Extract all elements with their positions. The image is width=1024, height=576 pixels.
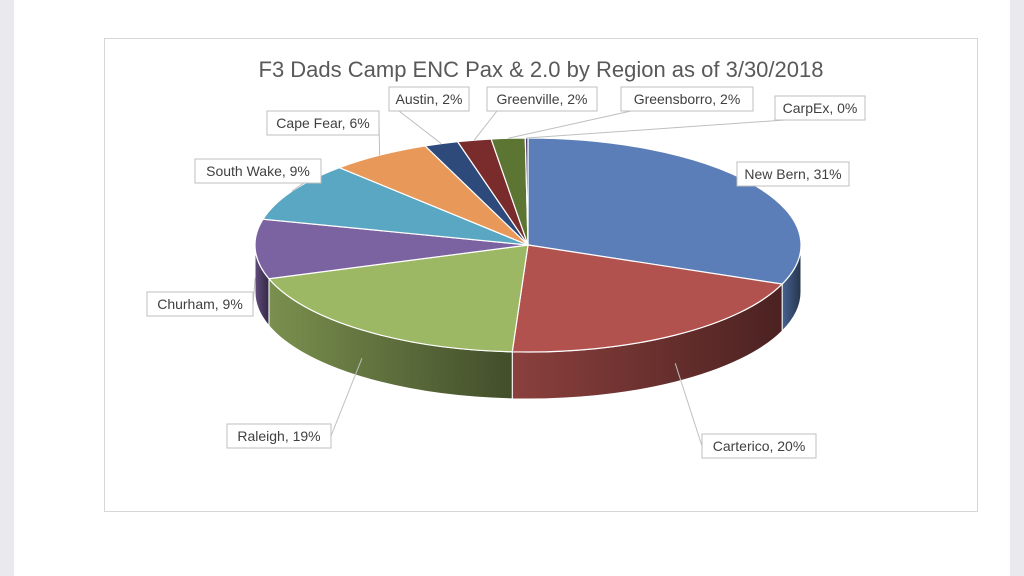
pie-slice-raleigh[interactable]	[267, 244, 529, 353]
data-label-raleigh: Raleigh, 19%	[237, 428, 320, 444]
leader-line-carterico	[674, 363, 703, 447]
leader-line-austin	[398, 110, 442, 144]
data-label-box-austin	[388, 86, 470, 112]
pie-chart: New Bern, 31% Carterico, 20% Raleigh, 19% C…	[146, 86, 866, 459]
document-page: F3 Dads Camp ENC Pax & 2.0 by Region as …	[14, 0, 1010, 576]
leader-line-greensborro	[508, 110, 632, 139]
leader-line-carpex	[526, 119, 786, 139]
data-label-carterico: Carterico, 20%	[713, 438, 806, 454]
data-label-south-wake: South Wake, 9%	[206, 163, 310, 179]
data-label-box-cape-fear	[266, 110, 380, 136]
data-label-carpex: CarpEx, 0%	[783, 100, 858, 116]
data-label-greenville: Greenville, 2%	[496, 91, 587, 107]
data-label-churham: Churham, 9%	[157, 296, 243, 312]
data-label-box-carterico	[701, 433, 817, 459]
leader-line-greenville	[473, 110, 498, 141]
data-label-box-new-bern	[736, 161, 850, 187]
data-label-box-raleigh	[226, 423, 332, 449]
data-label-box-greenville	[486, 86, 598, 112]
data-label-box-south-wake	[194, 158, 322, 184]
data-label-greensborro: Greensborro, 2%	[634, 91, 741, 107]
data-label-austin: Austin, 2%	[396, 91, 463, 107]
data-label-box-churham	[146, 291, 254, 317]
chart-area[interactable]: F3 Dads Camp ENC Pax & 2.0 by Region as …	[104, 38, 978, 512]
data-label-cape-fear: Cape Fear, 6%	[276, 115, 369, 131]
data-label-box-greensborro	[620, 86, 754, 112]
data-label-new-bern: New Bern, 31%	[744, 166, 841, 182]
pie-slice-carterico[interactable]	[511, 244, 784, 353]
chart-title: F3 Dads Camp ENC Pax & 2.0 by Region as …	[258, 57, 824, 82]
leader-line-raleigh	[330, 357, 363, 437]
data-label-box-carpex	[774, 95, 866, 121]
pie-slice-churham[interactable]	[254, 218, 529, 280]
